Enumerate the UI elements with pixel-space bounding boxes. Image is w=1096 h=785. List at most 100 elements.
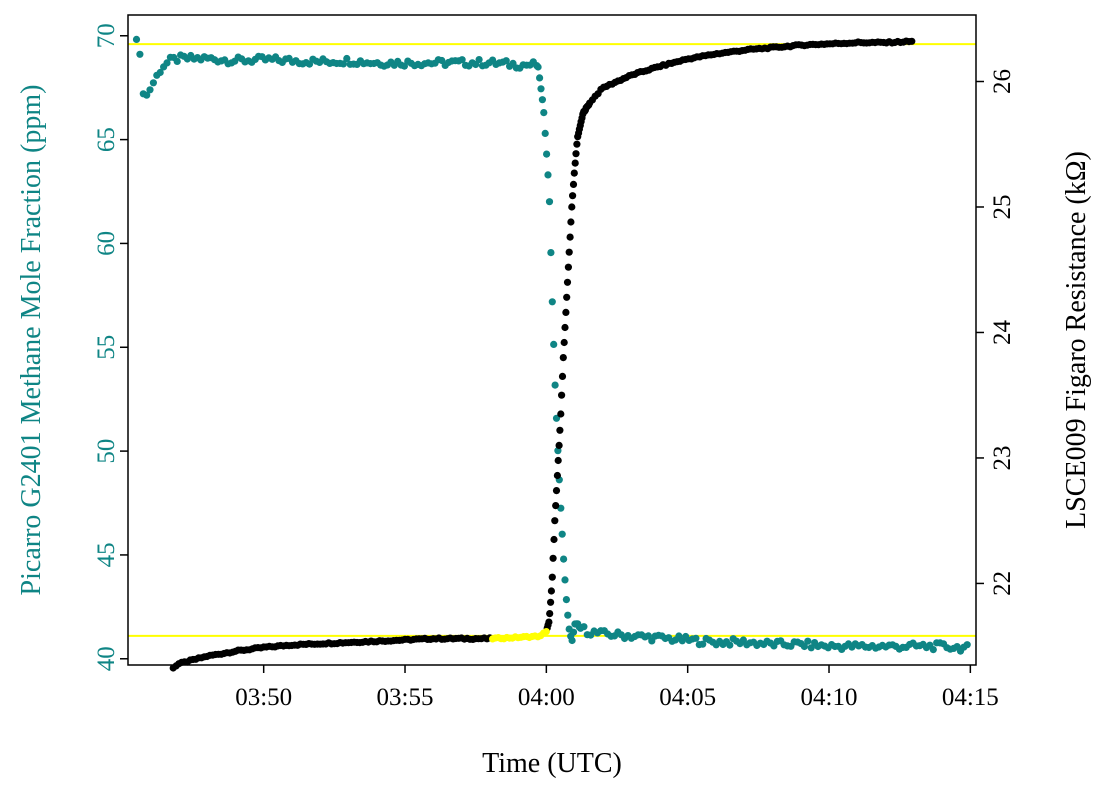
- methane-point: [561, 576, 569, 584]
- x-axis: 03:50 03:55 04:00 04:05 04:10 04:15: [235, 665, 999, 711]
- resistance-point: [559, 354, 567, 362]
- right-tick-label: 23: [989, 445, 1016, 470]
- methane-point: [173, 57, 181, 65]
- methane-point: [146, 86, 154, 94]
- resistance-point: [553, 471, 562, 480]
- methane-point: [149, 79, 157, 87]
- methane-point: [343, 54, 351, 63]
- right-tick-label: 24: [989, 319, 1016, 345]
- left-tick-label: 45: [93, 542, 120, 567]
- resistance-point: [568, 203, 576, 211]
- methane-point: [339, 60, 347, 68]
- right-tick-label: 26: [989, 69, 1016, 94]
- resistance-point: [548, 573, 556, 581]
- resistance-point: [554, 456, 562, 465]
- methane-point: [699, 640, 707, 648]
- resistance-point: [551, 517, 559, 525]
- resistance-point: [563, 278, 572, 286]
- resistance-point: [547, 598, 555, 606]
- x-tick-label: 03:50: [235, 684, 292, 711]
- methane-point: [143, 91, 151, 99]
- left-axis-title: Picarro G2401 Methane Mole Fraction (ppm…: [16, 85, 47, 596]
- methane-point: [136, 50, 144, 58]
- methane-point: [560, 555, 568, 563]
- methane-point: [537, 85, 545, 93]
- methane-point: [548, 298, 556, 306]
- x-tick-label: 03:55: [377, 684, 434, 711]
- resistance-point: [571, 159, 579, 167]
- right-axis-title: LSCE009 Figaro Resistance (kΩ): [1061, 151, 1092, 529]
- left-tick-label: 40: [93, 646, 120, 671]
- resistance-point: [550, 535, 558, 544]
- resistance-point: [545, 618, 553, 626]
- resistance-point: [547, 587, 556, 595]
- methane-point: [550, 340, 558, 348]
- highlight-point: [542, 628, 550, 636]
- left-tick-label: 50: [93, 439, 120, 464]
- methane-point: [551, 381, 559, 389]
- methane-point: [545, 198, 554, 206]
- resistance-point: [549, 554, 557, 562]
- resistance-point: [565, 248, 573, 256]
- methane-point: [156, 68, 164, 77]
- methane-point: [458, 56, 466, 64]
- right-tick-label: 22: [989, 571, 1016, 596]
- methane-point: [569, 628, 578, 636]
- methane-point: [544, 171, 552, 179]
- resistance-point: [572, 150, 580, 158]
- right-tick-label: 25: [989, 194, 1016, 219]
- methane-point: [547, 249, 555, 257]
- methane-point: [580, 623, 588, 631]
- resistance-point: [570, 169, 578, 177]
- methane-point: [800, 642, 809, 651]
- left-axis: 40 45 50 55 60 65 70: [93, 23, 128, 671]
- right-axis: 22 23 24 25 26: [976, 69, 1016, 596]
- methane-point: [558, 530, 566, 538]
- methane-point: [502, 57, 510, 65]
- x-tick-label: 04:00: [518, 684, 575, 711]
- resistance-point: [566, 233, 574, 241]
- methane-point: [543, 150, 551, 158]
- x-tick-label: 04:05: [659, 684, 716, 711]
- methane-point: [538, 96, 547, 104]
- methane-point: [475, 56, 483, 64]
- left-tick-label: 60: [93, 231, 120, 256]
- x-tick-label: 04:10: [801, 684, 858, 711]
- methane-point: [929, 646, 937, 654]
- methane-point: [541, 129, 549, 137]
- resistance-point: [558, 391, 566, 399]
- methane-point: [564, 611, 572, 619]
- resistance-point: [564, 263, 573, 271]
- left-tick-label: 65: [93, 127, 120, 152]
- methane-point: [540, 109, 548, 117]
- methane-point: [163, 59, 171, 67]
- resistance-point: [552, 502, 560, 510]
- highlighted-points: [489, 628, 550, 643]
- methane-point: [963, 641, 971, 649]
- methane-point: [726, 641, 734, 649]
- resistance-point: [569, 192, 577, 200]
- methane-point: [534, 63, 542, 71]
- methane-point: [804, 637, 812, 645]
- resistance-point: [560, 338, 568, 347]
- methane-point: [692, 634, 700, 642]
- methane-series: [132, 35, 971, 655]
- resistance-point: [555, 441, 563, 449]
- resistance-point: [557, 410, 565, 418]
- resistance-point: [561, 323, 569, 332]
- resistance-point: [573, 140, 581, 148]
- methane-point: [807, 644, 815, 652]
- methane-point: [132, 35, 141, 44]
- x-tick-label: 04:15: [942, 684, 999, 711]
- resistance-point: [552, 487, 561, 495]
- resistance-point: [563, 293, 571, 301]
- left-tick-label: 70: [93, 23, 120, 48]
- resistance-point: [908, 37, 916, 45]
- resistance-series: [169, 37, 916, 672]
- x-axis-title: Time (UTC): [482, 748, 622, 779]
- left-tick-label: 55: [93, 335, 120, 360]
- methane-point: [562, 596, 571, 604]
- resistance-point: [556, 426, 564, 434]
- methane-point: [568, 636, 576, 645]
